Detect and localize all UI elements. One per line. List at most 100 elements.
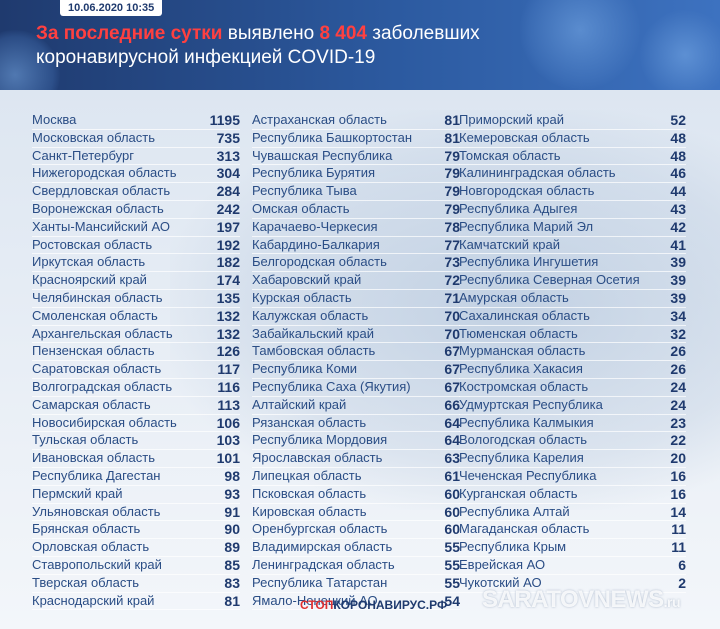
region-name: Кемеровская область [459,129,590,145]
region-row: Карачаево-Черкесия 78 [252,219,460,237]
case-count: 93 [224,485,240,502]
russia-map-background [170,110,720,510]
region-row: Ульяновская область 91 [32,504,240,522]
region-name: Тверская область [32,574,140,590]
case-count: 39 [670,272,686,289]
region-name: Республика Адыгея [459,200,578,216]
case-count: 132 [216,307,240,324]
region-row: Чеченская Республика 16 [459,468,686,486]
region-name: Еврейская АО [459,556,546,572]
case-count: 42 [670,218,686,235]
region-row: Республика Башкортостан 81 [252,130,460,148]
region-name: Республика Хакасия [459,361,583,377]
case-count: 81 [444,112,460,128]
region-name: Республика Марий Эл [459,218,594,234]
region-column-3: Приморский край 52 Кемеровская область 48 То… [459,112,686,593]
case-count: 73 [444,254,460,271]
region-name: Ханты-Мансийский АО [32,218,170,234]
region-row: Челябинская область 135 [32,290,240,308]
case-count: 34 [670,307,686,324]
case-count: 284 [216,183,240,200]
region-name: Липецкая область [252,467,362,483]
region-name: Кабардино-Балкария [252,236,380,252]
case-count: 83 [224,574,240,591]
case-count: 81 [444,129,460,146]
case-count: 39 [670,289,686,306]
case-count: 6 [678,556,686,573]
watermark-suffix: .ru [663,594,681,610]
region-row: Красноярский край 174 [32,272,240,290]
region-row: Ханты-Мансийский АО 197 [32,219,240,237]
region-name: Тульская область [32,432,139,448]
region-name: Республика Карелия [459,450,584,466]
case-count: 174 [216,272,240,289]
case-count: 22 [670,432,686,449]
case-count: 44 [670,183,686,200]
case-count: 48 [670,147,686,164]
region-row: Псковская область 60 [252,486,460,504]
region-name: Удмуртская Республика [459,396,603,412]
region-row: Республика Татарстан 55 [252,575,460,593]
case-count: 20 [670,450,686,467]
region-name: Курская область [252,289,352,305]
region-row: Кировская область 60 [252,504,460,522]
headline: За последние сутки выявлено 8 404 заболе… [36,22,480,70]
region-row: Ямало-Ненецкий АО 54 [252,593,460,611]
region-row: Омская область 79 [252,201,460,219]
region-row: Тверская область 83 [32,575,240,593]
region-name: Курганская область [459,485,578,501]
case-count: 64 [444,432,460,449]
case-count: 60 [444,503,460,520]
case-count: 16 [670,485,686,502]
date-badge: 10.06.2020 10:35 [60,0,163,16]
region-name: Астраханская область [252,112,387,127]
region-name: Ивановская область [32,450,155,466]
region-name: Московская область [32,129,156,145]
region-row: Белгородская область 73 [252,254,460,273]
region-row: Свердловская область 284 [32,183,240,201]
region-name: Краснодарский край [32,592,155,608]
case-count: 24 [670,396,686,413]
headline-count: 8 404 [319,23,367,44]
headline-subject: заболевших [366,23,480,44]
region-name: Ростовская область [32,236,153,252]
region-row: Республика Алтай 14 [459,504,686,522]
case-count: 2 [678,574,686,591]
case-count: 72 [444,272,460,289]
case-count: 79 [444,147,460,164]
region-name: Чукотский АО [459,574,542,590]
case-count: 126 [216,343,240,360]
case-count: 197 [216,218,240,235]
case-count: 182 [216,254,240,271]
case-count: 117 [217,361,240,378]
region-row: Еврейская АО 6 [459,557,686,575]
region-name: Томская область [459,147,561,163]
region-name: Нижегородская область [32,165,177,181]
case-count: 14 [670,503,686,520]
region-row: Алтайский край 66 [252,397,460,415]
region-name: Челябинская область [32,289,163,305]
case-count: 116 [217,378,240,395]
logo-accent: СТОП [300,598,334,612]
region-row: Республика Карелия 20 [459,450,686,468]
region-row: Смоленская область 132 [32,308,240,326]
region-row: Пензенская область 126 [32,343,240,362]
region-name: Амурская область [459,289,569,305]
region-row: Ивановская область 101 [32,450,240,468]
region-row: Камчатский край 41 [459,237,686,255]
case-count: 113 [217,396,240,413]
region-row: Владимирская область 55 [252,539,460,557]
watermark-text: SARATOVNEWS [482,586,664,613]
region-row: Республика Северная Осетия 39 [459,272,686,290]
region-row: Рязанская область 64 [252,415,460,433]
region-name: Воронежская область [32,200,164,216]
region-row: Московская область 735 [32,130,240,148]
region-name: Костромская область [459,378,589,394]
virus-decoration [640,10,720,90]
region-row: Республика Ингушетия 39 [459,254,686,273]
case-count: 101 [216,450,240,467]
case-count: 132 [216,325,240,342]
case-count: 66 [444,396,460,413]
region-name: Республика Татарстан [252,574,388,590]
region-name: Республика Северная Осетия [459,272,640,288]
